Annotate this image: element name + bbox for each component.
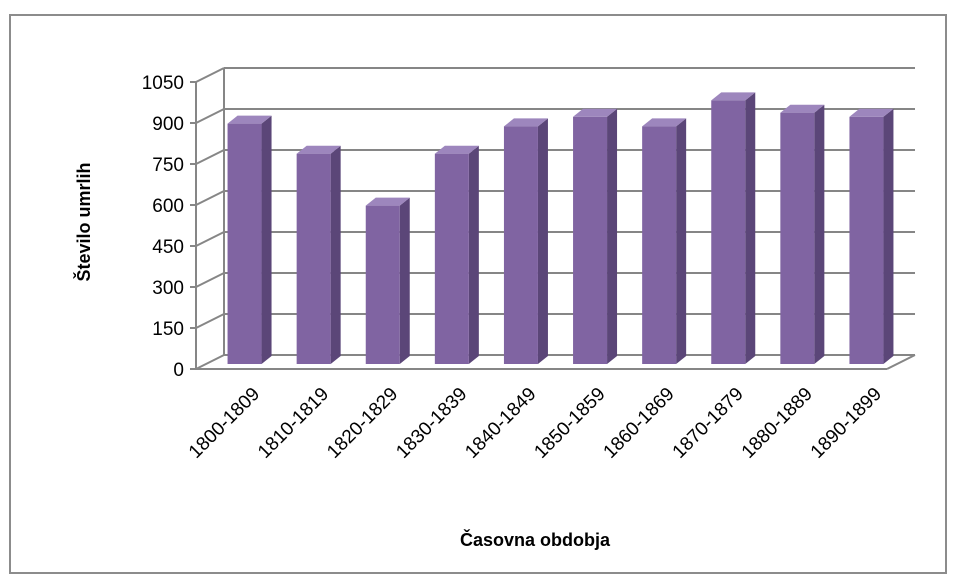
y-tick-label: 150 bbox=[152, 319, 184, 340]
x-tick-label: 1890-1899 bbox=[807, 384, 886, 463]
y-tick-label: 0 bbox=[173, 360, 184, 381]
gridline-side bbox=[195, 149, 225, 165]
bar-front bbox=[227, 123, 262, 364]
bar bbox=[365, 197, 410, 364]
gridline-side bbox=[195, 108, 225, 124]
bar-top bbox=[296, 145, 341, 154]
y-tick-label: 450 bbox=[152, 237, 184, 258]
bar bbox=[227, 115, 272, 364]
bar bbox=[642, 118, 687, 364]
axes bbox=[190, 68, 916, 370]
y-tick-label: 900 bbox=[152, 114, 184, 135]
bar-side bbox=[883, 108, 894, 364]
bar-top bbox=[227, 115, 272, 124]
x-tick-label: 1810-1819 bbox=[254, 384, 333, 463]
bar-front bbox=[573, 116, 608, 364]
bar-side bbox=[399, 197, 410, 364]
x-tick-label: 1870-1879 bbox=[669, 384, 748, 463]
bar-top bbox=[434, 145, 479, 154]
y-tick-label: 1050 bbox=[142, 73, 184, 94]
bar bbox=[503, 118, 548, 364]
x-tick-label: 1840-1849 bbox=[461, 384, 540, 463]
bar-front bbox=[642, 126, 677, 364]
bars bbox=[227, 92, 894, 365]
gridline-side bbox=[195, 67, 225, 83]
bar bbox=[296, 145, 341, 364]
bar-top bbox=[642, 118, 687, 127]
gridline-side bbox=[195, 272, 225, 288]
gridline-side bbox=[195, 190, 225, 206]
x-tick-label: 1820-1829 bbox=[323, 384, 402, 463]
bar-side bbox=[745, 92, 756, 365]
bar bbox=[780, 104, 825, 364]
x-tick-label: 1850-1859 bbox=[530, 384, 609, 463]
y-tick-label: 300 bbox=[152, 278, 184, 299]
bar-side bbox=[261, 115, 272, 364]
gridline-side bbox=[195, 231, 225, 247]
gridline-side bbox=[195, 313, 225, 329]
bar-top bbox=[849, 108, 894, 117]
bar-front bbox=[711, 100, 746, 365]
bar-front bbox=[434, 153, 469, 364]
x-tick-label: 1860-1869 bbox=[600, 384, 679, 463]
bar-side bbox=[330, 145, 341, 364]
x-tick-label: 1880-1889 bbox=[738, 384, 817, 463]
x-axis-title: Časovna obdobja bbox=[460, 529, 611, 550]
bar-front bbox=[849, 116, 884, 364]
bar-front bbox=[365, 205, 400, 364]
bar-side bbox=[676, 118, 687, 364]
y-tick-label: 600 bbox=[152, 196, 184, 217]
floor-right-edge bbox=[886, 354, 916, 370]
bar-side bbox=[607, 108, 618, 364]
bar-top bbox=[711, 92, 756, 101]
bar-top bbox=[573, 108, 618, 117]
x-tick-label: 1800-1809 bbox=[185, 384, 264, 463]
y-tick-label: 750 bbox=[152, 155, 184, 176]
bar bbox=[434, 145, 479, 364]
bar-top bbox=[503, 118, 548, 127]
bar-top bbox=[365, 197, 410, 206]
bar bbox=[849, 108, 894, 364]
bar-front bbox=[503, 126, 538, 364]
bar bbox=[711, 92, 756, 365]
y-axis-ticks: 0 150 300 450 600 750 900 1050 bbox=[142, 73, 184, 381]
bar-top bbox=[780, 104, 825, 113]
x-axis-ticks: 1800-18091810-18191820-18291830-18391840… bbox=[185, 384, 886, 463]
gridline-side bbox=[195, 354, 225, 370]
bar bbox=[573, 108, 618, 364]
bar-front bbox=[296, 153, 331, 364]
bar-side bbox=[468, 145, 479, 364]
y-axis-title: Število umrlih bbox=[73, 162, 94, 281]
bar-side bbox=[537, 118, 548, 364]
x-tick-label: 1830-1839 bbox=[392, 384, 471, 463]
bar-front bbox=[780, 112, 815, 364]
bar-side bbox=[814, 104, 825, 364]
